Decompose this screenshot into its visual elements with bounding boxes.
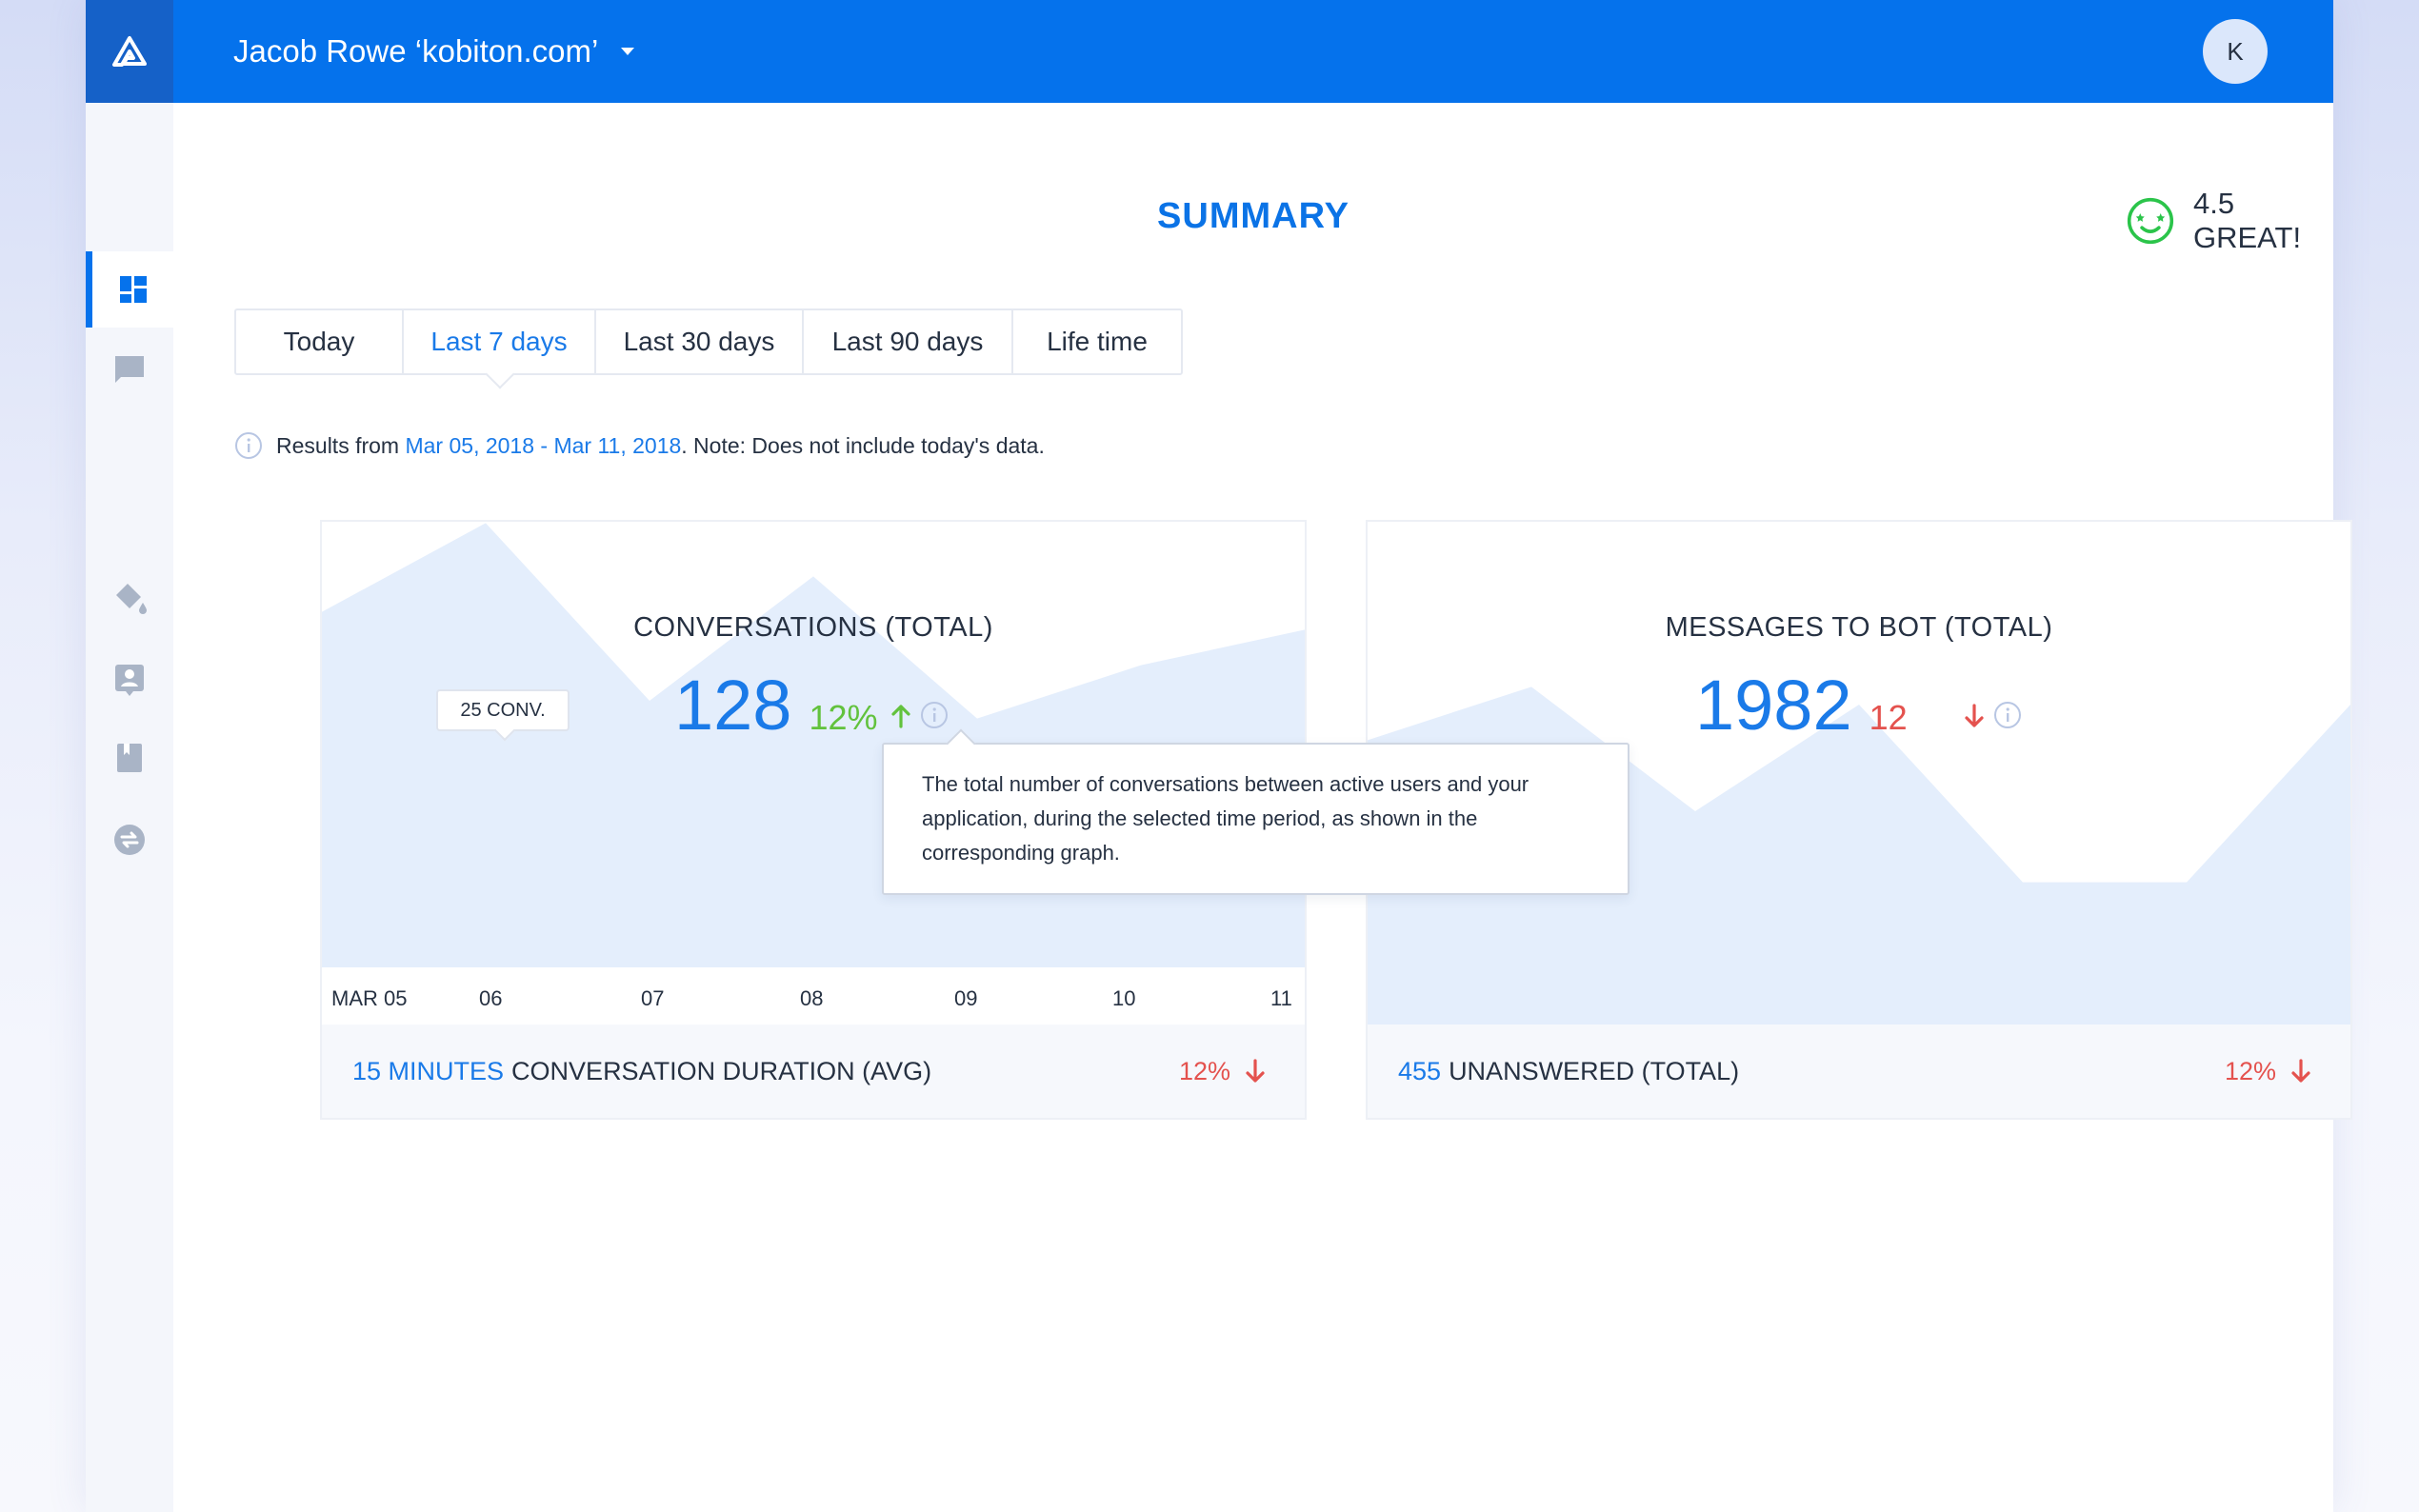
arrow-down-icon xyxy=(1965,704,1984,727)
note-date-range: Mar 05, 2018 - Mar 11, 2018 xyxy=(405,432,682,458)
footer-change: 12% xyxy=(1179,1057,1267,1086)
arrow-down-icon xyxy=(1246,1059,1265,1083)
sidebar-item-messages[interactable] xyxy=(86,331,173,408)
card-title: CONVERSATIONS (TOTAL) xyxy=(633,612,993,643)
brand-logo-icon xyxy=(112,36,147,67)
note-suffix: . Note: Does not include today's data. xyxy=(681,432,1045,458)
x-axis-tick-label: 08 xyxy=(800,986,824,1010)
arrow-up-icon xyxy=(890,705,910,728)
x-axis-tick-label: 11 xyxy=(1270,986,1292,1010)
card-title: MESSAGES TO BOT (TOTAL) xyxy=(1665,612,2053,643)
x-axis-tick-label: 06 xyxy=(479,986,503,1010)
footer-change-value: 12% xyxy=(2224,1056,2276,1085)
card-footer: 455 UNANSWERED (TOTAL) 12% xyxy=(1368,1025,2350,1118)
top-bar: Jacob Rowe ‘kobiton.com’ K xyxy=(86,0,2333,103)
tab-last-7-days[interactable]: Last 7 days xyxy=(404,310,596,373)
info-icon[interactable] xyxy=(920,701,949,729)
tab-label: Today xyxy=(283,327,355,356)
rating-indicator: 4.5 GREAT! xyxy=(2127,187,2333,254)
caret-down-icon xyxy=(621,48,635,55)
metric-row: 1982 12 xyxy=(1695,665,2022,745)
x-axis-tick-label: MAR 05 xyxy=(331,986,408,1010)
metric-change: 12% xyxy=(809,698,878,737)
results-note: Results from Mar 05, 2018 - Mar 11, 2018… xyxy=(234,427,1045,465)
x-axis-tick-label: 09 xyxy=(954,986,978,1010)
book-icon xyxy=(117,744,142,772)
info-icon xyxy=(235,432,262,459)
x-axis-tick-label: 10 xyxy=(1112,986,1136,1010)
footer-change: 12% xyxy=(2225,1057,2312,1086)
x-axis: MAR 05 06 07 08 09 10 11 xyxy=(322,969,1305,1026)
sidebar-item-integrations[interactable] xyxy=(86,802,173,878)
page-title: SUMMARY xyxy=(1157,196,1349,236)
chart-hover-tag: 25 CONV. xyxy=(436,689,570,731)
app-window: Jacob Rowe ‘kobiton.com’ K xyxy=(86,0,2352,1512)
info-tooltip: The total number of conversations betwee… xyxy=(882,743,1629,895)
x-axis-tick-label: 07 xyxy=(641,986,665,1010)
tab-label: Last 7 days xyxy=(430,327,568,356)
rating-label: 4.5 GREAT! xyxy=(2192,187,2302,254)
footer-label: UNANSWERED (TOTAL) xyxy=(1449,1056,1740,1085)
note-prefix: Results from xyxy=(276,432,400,458)
footer-change-value: 12% xyxy=(1178,1056,1230,1085)
sidebar-item-theme[interactable] xyxy=(86,560,173,636)
account-switcher[interactable]: Jacob Rowe ‘kobiton.com’ xyxy=(233,0,636,103)
footer-label: CONVERSATION DURATION (AVG) xyxy=(511,1056,932,1085)
exchange-icon xyxy=(114,825,145,855)
contact-card-icon xyxy=(115,665,144,696)
sidebar-item-dashboard[interactable] xyxy=(86,251,173,328)
metric-value: 128 xyxy=(674,666,792,745)
footer-highlight: 15 MINUTES xyxy=(352,1056,505,1085)
tab-label: Last 90 days xyxy=(831,327,984,356)
info-icon[interactable] xyxy=(1993,701,2022,729)
account-name: Jacob Rowe ‘kobiton.com’ xyxy=(233,33,599,69)
sidebar-item-library[interactable] xyxy=(86,720,173,796)
card-footer: 15 MINUTES CONVERSATION DURATION (AVG) 1… xyxy=(322,1025,1305,1118)
sidebar-item-contacts[interactable] xyxy=(86,642,173,718)
logo[interactable] xyxy=(86,0,173,103)
paint-bucket-icon xyxy=(116,584,147,614)
arrow-down-icon xyxy=(2291,1059,2310,1083)
metric-row: 128 12% xyxy=(674,665,949,745)
tab-label: Life time xyxy=(1047,327,1148,356)
tab-today[interactable]: Today xyxy=(236,310,404,373)
chat-icon xyxy=(115,356,144,383)
avatar-initial: K xyxy=(2227,36,2244,66)
tab-last-90-days[interactable]: Last 90 days xyxy=(804,310,1013,373)
date-range-tabs: Today Last 7 days Last 30 days Last 90 d… xyxy=(234,308,1183,375)
metric-change: 12 xyxy=(1869,698,1908,737)
smiley-star-eyes-icon xyxy=(2127,197,2174,245)
sidebar xyxy=(86,103,173,1512)
avatar[interactable]: K xyxy=(2203,19,2268,84)
dashboard-icon xyxy=(119,276,147,303)
main-content: SUMMARY 4.5 GREAT! Today Last 7 days Las… xyxy=(173,103,2352,1512)
footer-highlight: 455 xyxy=(1398,1056,1442,1085)
tab-last-30-days[interactable]: Last 30 days xyxy=(596,310,804,373)
tab-label: Last 30 days xyxy=(623,327,775,356)
tab-life-time[interactable]: Life time xyxy=(1013,310,1181,373)
metric-value: 1982 xyxy=(1695,666,1852,745)
